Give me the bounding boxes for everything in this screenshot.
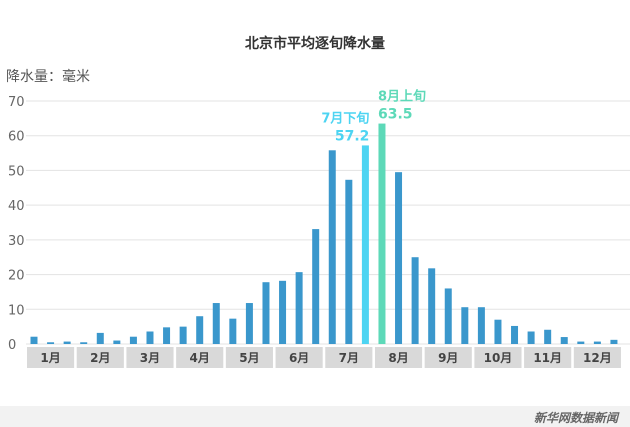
month-label: 1月 [40, 351, 60, 365]
chart-title: 北京市平均逐旬降水量 [245, 36, 385, 52]
bar [411, 257, 419, 344]
month-label: 6月 [289, 351, 309, 365]
month-band [27, 347, 75, 368]
y-tick-label: 30 [8, 234, 25, 249]
month-label: 3月 [140, 351, 160, 365]
highlight-label: 7月下旬 [321, 110, 369, 126]
bar [560, 337, 568, 344]
bar [345, 179, 353, 344]
bar [378, 123, 386, 344]
bar [96, 332, 104, 344]
bar [80, 342, 88, 344]
month-band [176, 347, 224, 368]
month-label: 2月 [90, 351, 110, 365]
month-band [474, 347, 522, 368]
bar [146, 331, 154, 344]
bar [544, 329, 552, 344]
month-label: 4月 [190, 351, 210, 365]
month-label: 10月 [484, 351, 513, 365]
month-label: 9月 [438, 351, 458, 365]
bar [212, 303, 220, 344]
bar [163, 327, 171, 344]
bar [47, 342, 55, 344]
month-label: 8月 [388, 351, 408, 365]
highlight-value-label: 63.5 [378, 107, 413, 123]
bar [428, 268, 436, 344]
month-label: 5月 [239, 351, 259, 365]
bar [395, 172, 403, 344]
month-label: 7月 [339, 351, 359, 365]
bar [610, 339, 618, 344]
month-band [275, 347, 323, 368]
bar [179, 326, 187, 344]
source-label: 新华网数据新闻 [533, 411, 618, 425]
bar [229, 318, 237, 344]
month-band [325, 347, 373, 368]
y-tick-label: 20 [8, 269, 25, 284]
highlight-label: 8月上旬 [378, 89, 426, 105]
bar [577, 341, 585, 344]
month-band [126, 347, 174, 368]
y-tick-label: 50 [8, 164, 25, 179]
bar [461, 307, 469, 344]
bar [129, 336, 137, 344]
bar [30, 336, 38, 344]
bar [312, 229, 320, 344]
y-tick-label: 60 [8, 130, 25, 145]
bar-chart: 0 10 20 30 40 50 60 70 1月 2月 3月 4月 5月 6月 7月 8月 9月 10月 11月 1… [8, 89, 630, 368]
month-band [573, 347, 621, 368]
y-tick-label: 40 [8, 199, 25, 214]
month-band [424, 347, 472, 368]
bar [279, 280, 287, 344]
bar [477, 307, 485, 344]
month-label: 11月 [533, 351, 562, 365]
bar [295, 272, 303, 344]
y-tick-label: 10 [8, 303, 25, 318]
y-axis-label: 降水量：毫米 [6, 69, 90, 85]
bar [527, 331, 535, 344]
bar [262, 282, 270, 344]
bar [593, 341, 601, 344]
y-tick-label: 70 [8, 95, 25, 110]
month-band [76, 347, 124, 368]
bar [444, 288, 452, 344]
y-tick-label: 0 [8, 338, 16, 353]
footer: 新华网数据新闻 [0, 406, 630, 427]
bar [245, 303, 253, 344]
month-band [225, 347, 273, 368]
bar [494, 319, 502, 344]
bar [361, 145, 369, 344]
bar [511, 325, 519, 344]
month-band [524, 347, 572, 368]
highlight-value-label: 57.2 [335, 128, 370, 144]
month-label: 12月 [583, 351, 612, 365]
bar [328, 150, 336, 344]
bar [63, 341, 71, 344]
bar [196, 316, 204, 344]
bar [113, 340, 121, 344]
month-band [374, 347, 423, 368]
